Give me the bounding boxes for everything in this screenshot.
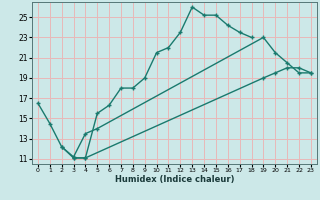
X-axis label: Humidex (Indice chaleur): Humidex (Indice chaleur) [115, 175, 234, 184]
